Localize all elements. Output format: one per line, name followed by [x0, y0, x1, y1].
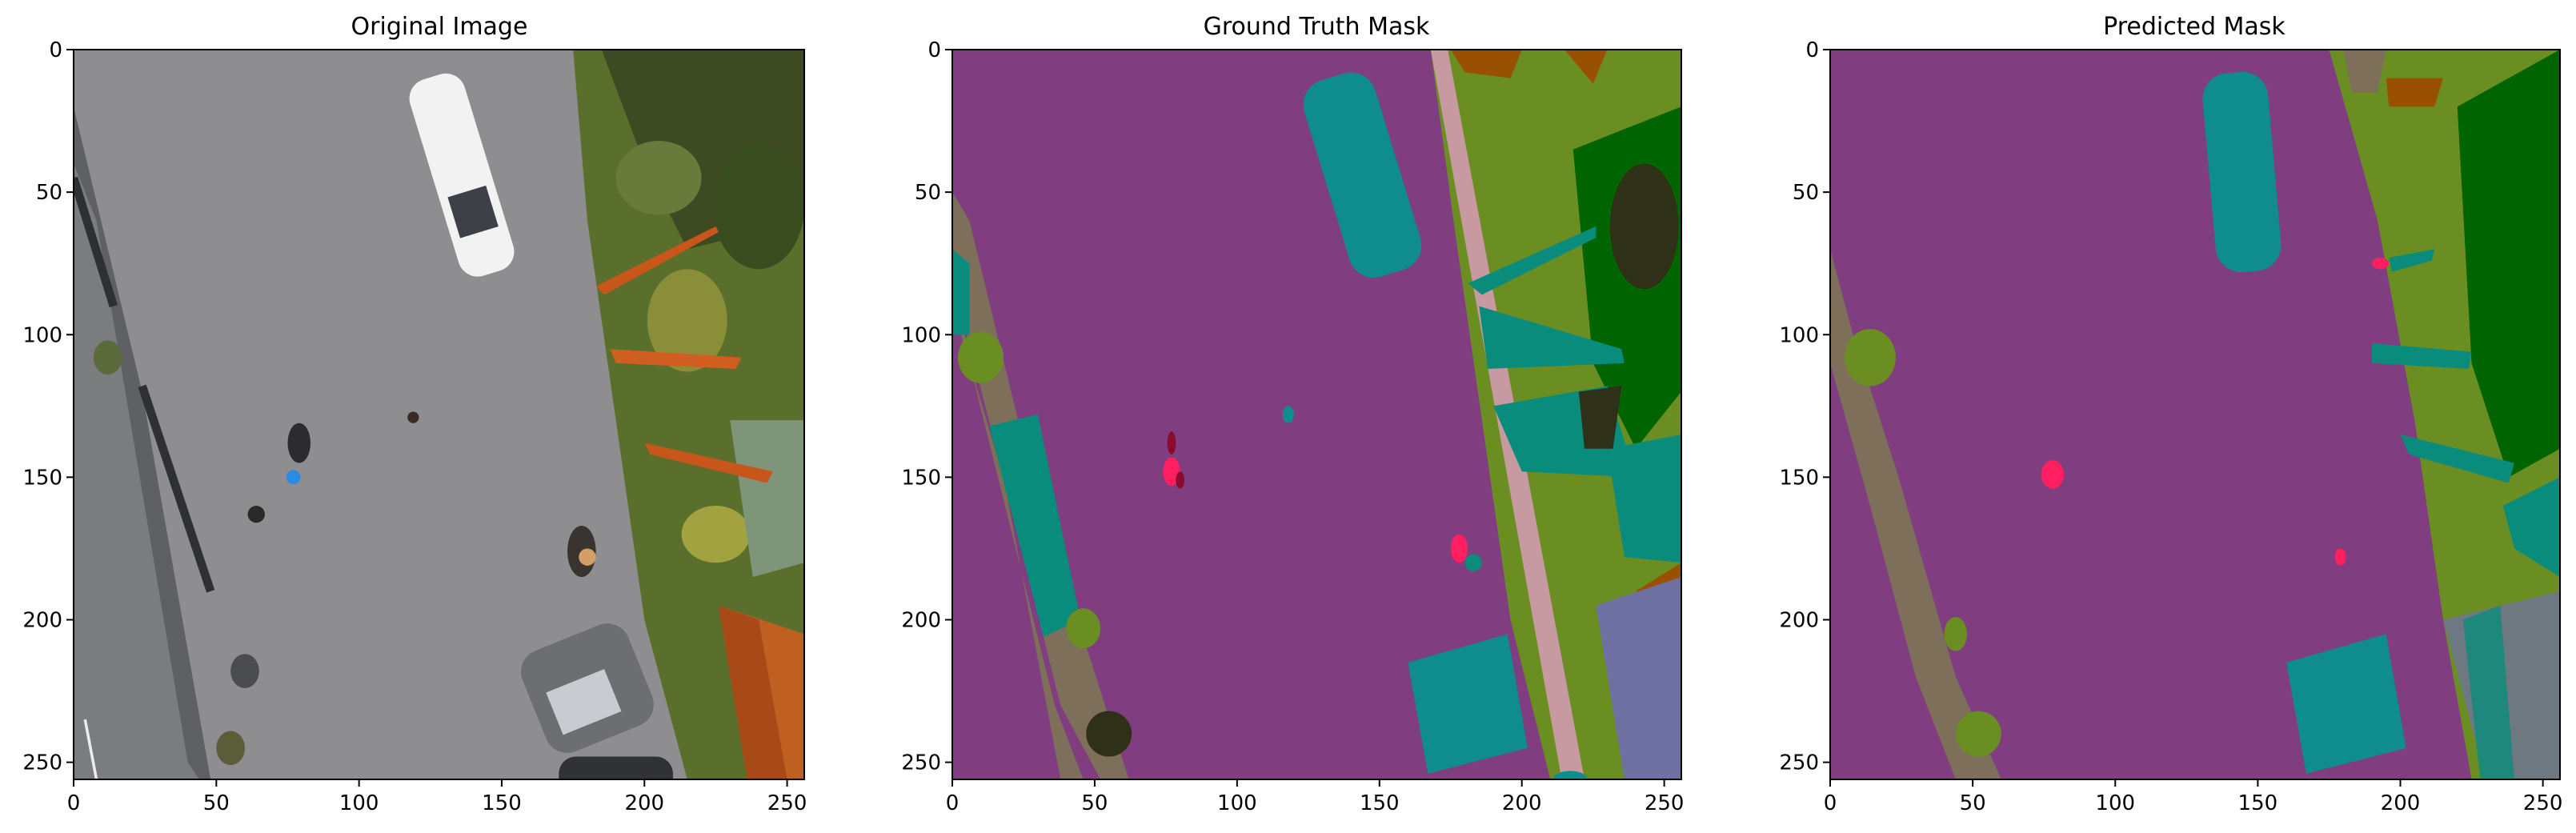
x-tick-label: 100: [1217, 791, 1257, 815]
y-tick-label: 150: [22, 466, 62, 490]
x-tick-label: 0: [1824, 791, 1837, 815]
y-tick-label: 100: [1779, 323, 1819, 347]
x-tick-label: 250: [767, 791, 807, 815]
x-tick-label: 150: [2238, 791, 2278, 815]
panel-title-original: Original Image: [351, 13, 528, 41]
x-tick-label: 200: [1502, 791, 1542, 815]
x-tick-label: 0: [946, 791, 959, 815]
y-tick-label: 50: [1793, 181, 1819, 205]
y-tick-label: 200: [22, 609, 62, 633]
y-tick-label: 50: [36, 181, 62, 205]
y-tick-label: 0: [49, 38, 62, 62]
x-tick-label: 0: [67, 791, 81, 815]
panel-title-ground-truth: Ground Truth Mask: [1204, 13, 1430, 41]
y-tick-label: 250: [1779, 751, 1819, 775]
panel-title-predicted: Predicted Mask: [2103, 13, 2286, 41]
x-tick-label: 250: [1645, 791, 1685, 815]
y-tick-label: 0: [927, 38, 941, 62]
x-tick-label: 200: [2381, 791, 2421, 815]
x-tick-label: 100: [2095, 791, 2135, 815]
original-image: [74, 50, 804, 779]
y-tick-label: 200: [1779, 609, 1819, 633]
y-tick-label: 150: [1779, 466, 1819, 490]
x-tick-label: 150: [482, 791, 522, 815]
ground-truth-mask: [952, 50, 1681, 779]
x-tick-label: 150: [1360, 791, 1400, 815]
predicted-mask: [1830, 50, 2560, 779]
panel-predicted: Predicted Mask: [1829, 13, 2561, 780]
y-tick-label: 100: [901, 323, 941, 347]
panel-ground-truth: Ground Truth Mask: [951, 13, 1682, 780]
x-tick-label: 200: [624, 791, 664, 815]
axes-frame: [1829, 49, 2561, 780]
x-tick-label: 50: [1081, 791, 1108, 815]
axes-frame: [951, 49, 1682, 780]
x-tick-label: 250: [2523, 791, 2563, 815]
y-tick-label: 150: [901, 466, 941, 490]
y-tick-label: 50: [915, 181, 941, 205]
x-tick-label: 50: [1960, 791, 1986, 815]
y-tick-label: 200: [901, 609, 941, 633]
panel-original: Original Image: [73, 13, 805, 780]
y-tick-label: 0: [1805, 38, 1819, 62]
axes-frame: [73, 49, 805, 780]
y-tick-label: 250: [22, 751, 62, 775]
y-tick-label: 250: [901, 751, 941, 775]
x-tick-label: 100: [339, 791, 379, 815]
x-tick-label: 50: [203, 791, 230, 815]
y-tick-label: 100: [22, 323, 62, 347]
